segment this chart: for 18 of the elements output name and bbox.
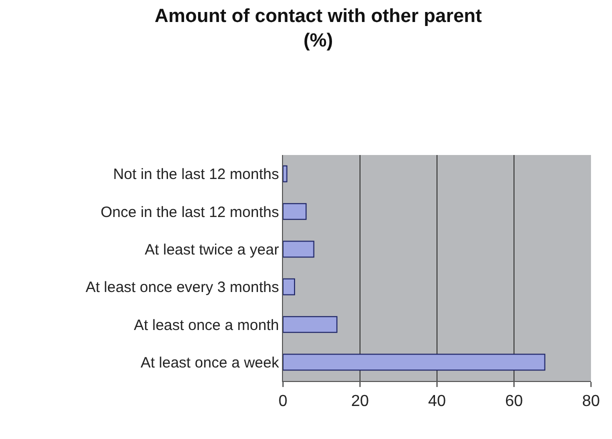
x-tick-label: 40 xyxy=(428,393,446,410)
x-tick-label: 80 xyxy=(582,393,600,410)
bar xyxy=(283,240,314,258)
bar xyxy=(283,203,307,220)
y-tick-label: At least once every 3 months xyxy=(86,279,279,296)
bar xyxy=(283,278,296,296)
x-tick-label: 20 xyxy=(351,393,369,410)
y-tick-label: Once in the last 12 months xyxy=(100,204,279,221)
chart-title: Amount of contact with other parent (%) xyxy=(154,6,483,52)
x-tick-label: 0 xyxy=(278,393,288,410)
bar xyxy=(283,165,288,182)
bar xyxy=(283,354,546,371)
bar xyxy=(283,316,338,333)
y-tick-label: At least once a week xyxy=(140,354,280,372)
x-tick-label: 60 xyxy=(505,393,523,410)
y-tick-label: At least once a month xyxy=(134,316,279,334)
y-tick-label: Not in the last 12 months xyxy=(113,166,279,184)
y-tick-label: At least twice a year xyxy=(144,241,279,258)
